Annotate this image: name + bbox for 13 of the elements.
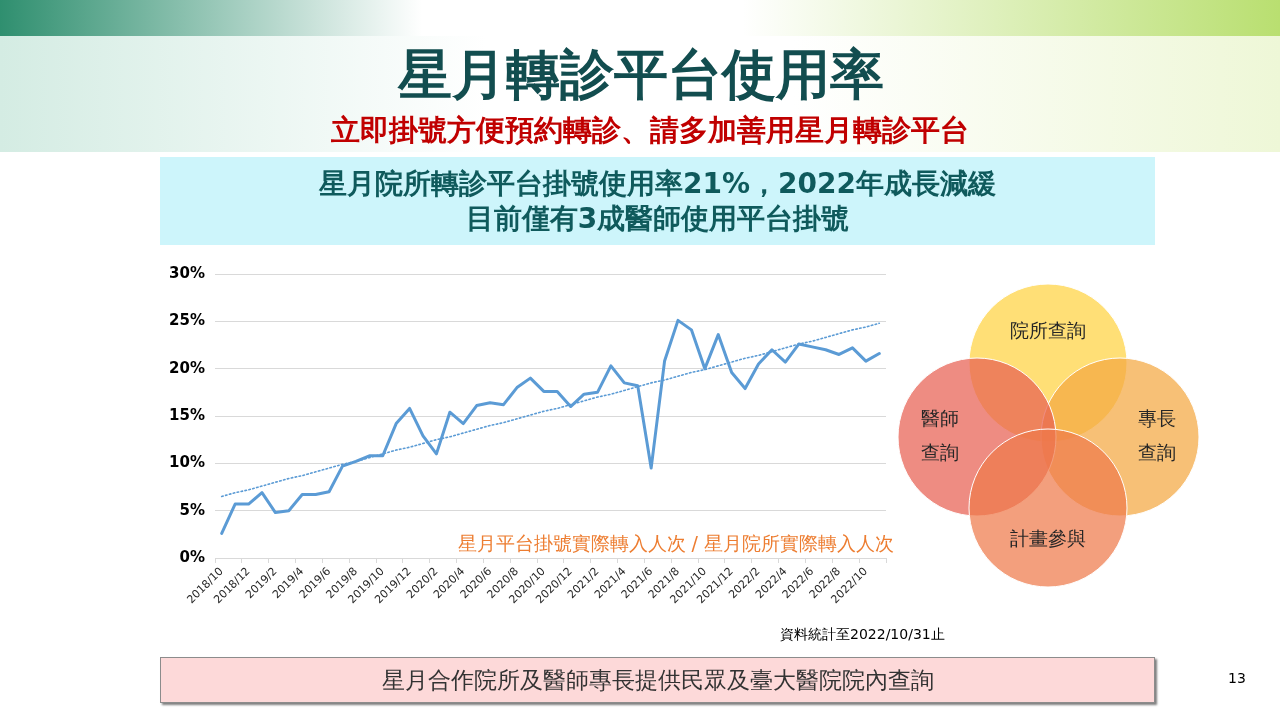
chart-subtitle: 立即掛號方便預約轉診、請多加善用星月轉診平台 <box>330 112 970 148</box>
y-tick-label: 30% <box>169 263 205 282</box>
y-tick-label: 15% <box>169 405 205 424</box>
y-tick-label: 25% <box>169 311 205 330</box>
y-tick-label: 5% <box>179 500 205 519</box>
chart-title: 星月轉診平台使用率 <box>396 43 885 106</box>
text: 資料統計至2022/10/31止 <box>780 625 945 643</box>
caption-panel: 星月合作院所及醫師專長提供民眾及臺大醫院院內查詢 <box>160 657 1155 703</box>
y-tick-label: 20% <box>169 358 205 377</box>
info-panel: 星月院所轉診平台掛號使用率21%，2022年成長減緩 目前僅有3成醫師使用平台掛號 <box>160 157 1155 245</box>
text: 13 <box>1228 669 1246 687</box>
y-tick-label: 0% <box>179 547 205 566</box>
y-tick-label: 10% <box>169 453 205 472</box>
